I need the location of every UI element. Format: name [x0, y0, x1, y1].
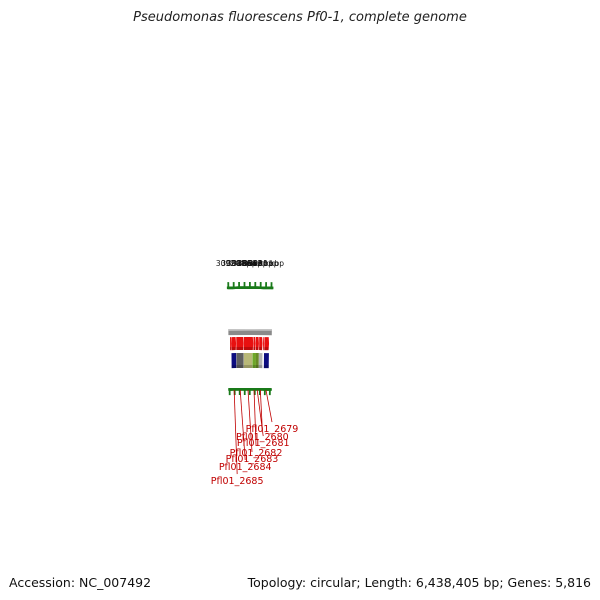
feature-block-shade [231, 365, 237, 369]
feature-block-shade [258, 365, 263, 369]
feature-block-shade [252, 365, 256, 369]
forward-gene-shade [230, 347, 232, 351]
feature-label: Pfl01_2680 [236, 432, 289, 443]
leader-line [253, 389, 257, 447]
feature-block [243, 352, 253, 369]
genome-backbone [228, 329, 272, 336]
feature-block [236, 353, 244, 369]
forward-gene-arrow [263, 337, 265, 351]
feature-label: Pfl01_2684 [219, 462, 272, 473]
forward-gene-arrow [255, 337, 259, 351]
leader-line [233, 390, 238, 475]
feature-label: Pfl01_2682 [230, 448, 283, 459]
leader-line [239, 389, 246, 461]
backbone-highlight [228, 329, 272, 331]
kbp-label: 3090 kbp [221, 259, 257, 268]
forward-strand-genes [229, 337, 270, 351]
forward-gene-arrow [243, 337, 254, 351]
feature-block-shade [263, 365, 269, 369]
forward-gene-shade [255, 347, 259, 351]
feature-block [255, 353, 259, 369]
kbp-label: 3088 kbp [227, 259, 263, 268]
accession-text: Accession: NC_007492 [9, 575, 152, 590]
feature-block [231, 353, 237, 369]
feature-block [263, 353, 269, 369]
forward-gene-shade [253, 347, 256, 351]
feature-label: Pfl01_2681 [237, 438, 290, 449]
kbp-label: 3080 kbp [249, 259, 285, 268]
feature-block-shade [255, 365, 259, 369]
kbp-label: 3084 kbp [238, 259, 274, 268]
feature-track [231, 352, 269, 369]
forward-gene-shade [259, 347, 263, 351]
feature-block-shade [243, 365, 253, 369]
genome-summary-text: Topology: circular; Length: 6,438,405 bp… [247, 575, 591, 590]
feature-labels: Pfl01_2685 Pfl01_2684Pfl01_2683Pfl01_2682… [211, 424, 299, 487]
leader-line [247, 389, 253, 453]
feature-label: Pfl01_2683 [226, 454, 279, 465]
leader-line [259, 390, 263, 431]
forward-gene-arrow [229, 337, 232, 351]
forward-gene-arrow [253, 337, 256, 351]
forward-gene-shade [263, 347, 264, 351]
forward-gene-shade [243, 347, 253, 351]
feature-block-shade [236, 365, 244, 369]
forward-gene-shade [264, 347, 269, 351]
forward-gene-arrow [231, 337, 237, 351]
forward-gene-arrow [264, 337, 270, 351]
feature-label: Pfl01_2679 [246, 424, 299, 435]
inner-tick-ring [228, 387, 272, 396]
leader-line [265, 390, 273, 423]
feature-block [258, 353, 263, 369]
outer-tick-ring [226, 282, 274, 290]
forward-gene-shade [231, 347, 236, 351]
label-leader-lines [233, 389, 273, 475]
kbp-label: 3092 kbp [216, 259, 252, 268]
kbp-label: 3082 kbp [243, 259, 279, 268]
kbp-label: 3086 kbp [232, 259, 268, 268]
forward-gene-arrow [236, 337, 244, 351]
forward-gene-shade [236, 347, 244, 351]
map-title: Pseudomonas fluorescens Pf0-1, complete … [133, 10, 467, 25]
feature-label: Pfl01_2685 [211, 476, 264, 487]
forward-gene-arrow [259, 337, 263, 351]
feature-block [252, 353, 257, 369]
